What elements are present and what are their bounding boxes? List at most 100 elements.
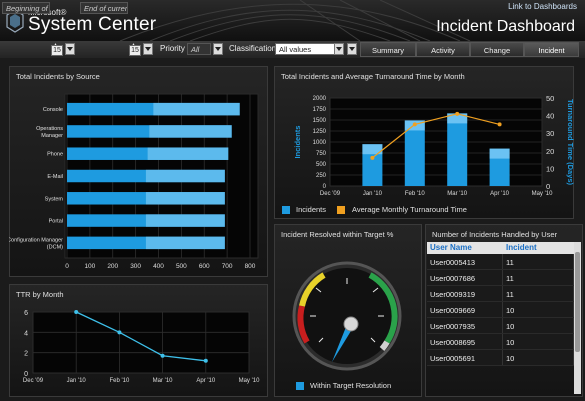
incident-count-cell: 11 bbox=[503, 286, 574, 301]
end-date-field[interactable]: End of curren bbox=[80, 2, 128, 14]
incident-count-cell: 10 bbox=[503, 318, 574, 333]
user-name-cell: User0008695 bbox=[427, 334, 503, 349]
source-bar-highlight bbox=[145, 236, 225, 250]
table-row[interactable]: User0007686 11 bbox=[427, 270, 574, 286]
link-to-dashboards[interactable]: Link to Dashboards bbox=[508, 2, 577, 11]
incident-bar bbox=[447, 113, 468, 186]
brand-title: System Center bbox=[28, 14, 157, 35]
ttr-x-tick: Apr '10 bbox=[196, 378, 215, 384]
begin-dropdown-button[interactable] bbox=[65, 43, 75, 55]
end-dropdown-button[interactable] bbox=[143, 43, 153, 55]
classification-filter-button[interactable] bbox=[347, 43, 357, 55]
turnaround-y2-tick: 50 bbox=[546, 94, 554, 103]
ttr-y-tick: 2 bbox=[24, 351, 28, 358]
turnaround-y-tick: 1000 bbox=[313, 140, 327, 146]
table-row[interactable]: User0005691 10 bbox=[427, 350, 574, 366]
ttr-x-tick: Feb '10 bbox=[109, 378, 129, 384]
source-chart: 0 100 200 300 400 500 600 700 800 Console Operatio… bbox=[9, 93, 259, 270]
source-bar-highlight bbox=[145, 214, 225, 227]
incident-count-cell: 10 bbox=[503, 334, 574, 349]
header-decoration bbox=[119, 0, 471, 41]
source-category-label: E-Mail bbox=[47, 174, 63, 180]
incident-count-cell: 10 bbox=[503, 302, 574, 317]
turnaround-x-tick: Dec '09 bbox=[320, 191, 341, 197]
ttr-x-tick: Dec '09 bbox=[23, 378, 44, 384]
begin-date-number[interactable]: 15 bbox=[51, 45, 63, 56]
source-x-tick: 300 bbox=[130, 263, 141, 270]
source-x-tick: 600 bbox=[199, 263, 210, 270]
incident-bar-highlight bbox=[489, 148, 510, 159]
table-row[interactable]: User0007935 10 bbox=[427, 318, 574, 334]
column-user-name[interactable]: User Name bbox=[430, 243, 472, 252]
turnaround-x-tick: Feb '10 bbox=[405, 191, 425, 197]
turnaround-point bbox=[497, 122, 502, 127]
classification-label: Classification bbox=[229, 44, 277, 53]
legend-incidents-label: Incidents bbox=[296, 205, 327, 214]
priority-field[interactable]: All bbox=[187, 43, 211, 55]
incident-bar-highlight bbox=[447, 113, 468, 124]
source-bar-highlight bbox=[149, 125, 232, 138]
table-scrollbar-thumb[interactable] bbox=[575, 252, 580, 352]
table-row[interactable]: User0009669 10 bbox=[427, 302, 574, 318]
source-category-label: Console bbox=[43, 107, 63, 113]
user-name-cell: User0009319 bbox=[427, 286, 503, 301]
source-x-tick: 700 bbox=[222, 263, 233, 270]
ttr-point bbox=[203, 358, 208, 363]
ttr-line bbox=[75, 311, 206, 362]
page-title: Incident Dashboard bbox=[436, 18, 575, 35]
table-row[interactable]: User0008695 10 bbox=[427, 334, 574, 350]
user-name-cell: User0007935 bbox=[427, 318, 503, 333]
tab-change[interactable]: Change bbox=[470, 42, 524, 57]
end-date-number[interactable]: 15 bbox=[129, 45, 141, 56]
source-x-tick: 0 bbox=[65, 263, 69, 270]
source-bar-highlight bbox=[145, 169, 225, 183]
incident-count-cell: 11 bbox=[503, 254, 574, 269]
handled-panel-title: Number of Incidents Handled by User bbox=[432, 230, 558, 239]
handled-table: User Name Incident User0005413 11 User000… bbox=[427, 242, 574, 366]
ttr-point bbox=[160, 353, 165, 358]
tab-incident[interactable]: Incident bbox=[524, 42, 579, 57]
source-category-label: Manager bbox=[41, 133, 63, 139]
turnaround-y2-tick: 10 bbox=[546, 164, 554, 173]
turnaround-y-tick: 1500 bbox=[313, 118, 327, 124]
source-bar-highlight bbox=[147, 147, 229, 160]
turnaround-y-tick: 1250 bbox=[313, 129, 327, 135]
turnaround-y2-tick: 40 bbox=[546, 112, 554, 121]
tab-activity[interactable]: Activity bbox=[416, 42, 470, 57]
turnaround-line bbox=[372, 113, 500, 159]
source-category-label: Phone bbox=[47, 152, 63, 158]
source-category-label: Operations bbox=[36, 126, 63, 132]
turnaround-y-tick: 2000 bbox=[313, 96, 327, 102]
column-incident[interactable]: Incident bbox=[506, 243, 537, 252]
turnaround-y-tick: 750 bbox=[316, 151, 327, 157]
ttr-y-tick: 6 bbox=[24, 310, 28, 317]
turnaround-y2-tick: 0 bbox=[546, 182, 550, 191]
user-name-cell: User0007686 bbox=[427, 270, 503, 285]
ttr-x-tick: Jan '10 bbox=[67, 378, 87, 384]
turnaround-y2-tick: 30 bbox=[546, 129, 554, 138]
turnaround-y-tick: 250 bbox=[316, 173, 327, 179]
turnaround-panel-title: Total Incidents and Average Turnaround T… bbox=[281, 72, 465, 81]
classification-dropdown-button[interactable] bbox=[334, 43, 344, 55]
legend-turnaround-swatch bbox=[337, 206, 345, 214]
source-bar-highlight bbox=[145, 192, 225, 205]
tab-summary[interactable]: Summary bbox=[360, 42, 416, 57]
table-header: User Name Incident bbox=[427, 242, 574, 254]
system-center-logo-icon bbox=[6, 9, 24, 33]
ttr-chart: 0 2 4 6 Dec '09 Jan '10 Feb '10 Mar '10 Apr '10 M… bbox=[23, 310, 260, 384]
user-name-cell: User0005413 bbox=[427, 254, 503, 269]
ttr-y-tick: 0 bbox=[24, 371, 28, 378]
source-category-label: System bbox=[45, 196, 64, 202]
header: Microsoft® System Center Link to Dashboa… bbox=[0, 0, 585, 41]
priority-dropdown-button[interactable] bbox=[213, 43, 223, 55]
priority-label: Priority bbox=[160, 44, 185, 53]
ttr-y-tick: 4 bbox=[24, 330, 28, 337]
turnaround-y-label: Incidents bbox=[293, 126, 302, 159]
table-row[interactable]: User0009319 11 bbox=[427, 286, 574, 302]
incident-bar-highlight bbox=[362, 144, 383, 155]
gauge-legend-swatch bbox=[296, 382, 304, 390]
begin-date-field[interactable]: Beginning of bbox=[2, 2, 50, 14]
ttr-point bbox=[117, 330, 122, 335]
table-row[interactable]: User0005413 11 bbox=[427, 254, 574, 270]
classification-select[interactable]: All values bbox=[275, 43, 335, 55]
